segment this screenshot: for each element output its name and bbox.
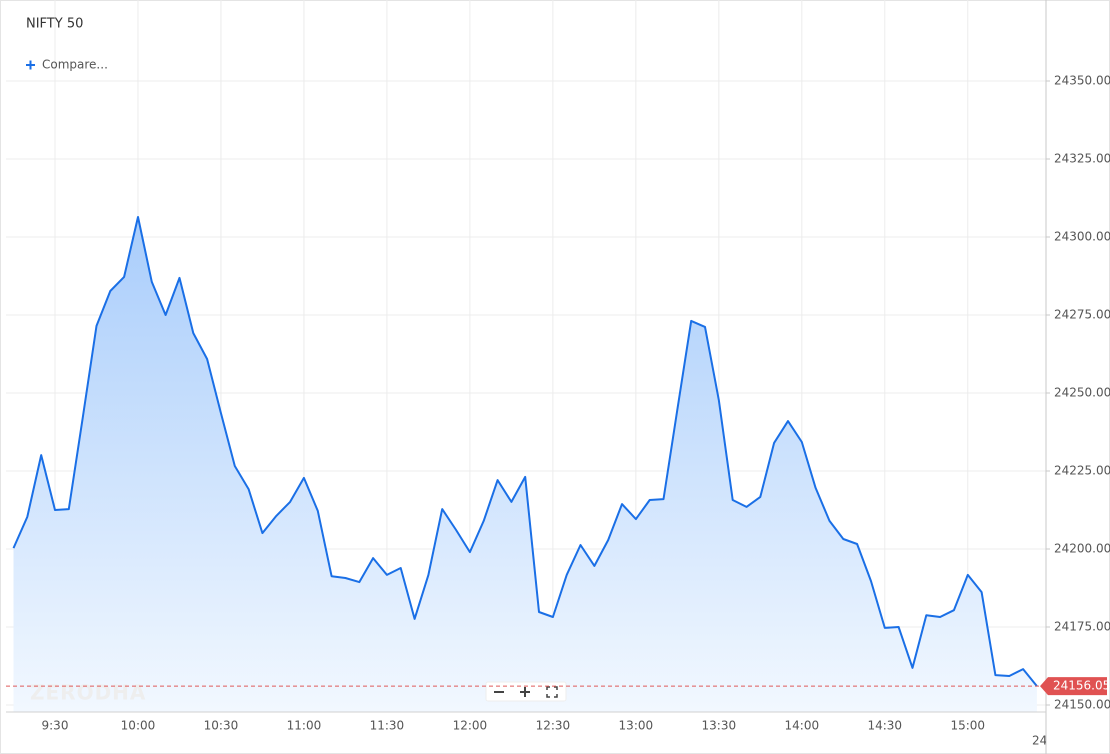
x-tick-label: 11:30 [370, 719, 405, 733]
y-tick-label: 24175.00 [1054, 620, 1110, 634]
plus-icon [26, 60, 35, 70]
price-line [12, 216, 1038, 687]
y-tick-label: 24350.00 [1054, 73, 1110, 87]
x-tick-label: 15:00 [950, 719, 985, 733]
y-tick-label: 24225.00 [1054, 464, 1110, 478]
x-tick-label: 13:00 [619, 719, 654, 733]
watermark: ZERODHA [30, 681, 146, 705]
area [13, 217, 1037, 712]
compare-button[interactable]: Compare... [26, 58, 108, 72]
y-tick-label: 24250.00 [1054, 386, 1110, 400]
y-tick-label: 24275.00 [1054, 308, 1110, 322]
compare-label[interactable]: Compare... [42, 58, 108, 72]
x-tick-label: 14:30 [867, 719, 902, 733]
x-tick-label: 14:00 [785, 719, 820, 733]
x-tick-label: 10:00 [121, 719, 156, 733]
x-tick-label: 12:30 [536, 719, 571, 733]
last-price-label: 24156.05 [1053, 679, 1110, 693]
x-tick-label: 12:00 [453, 719, 488, 733]
date-marker: 24/ [1032, 734, 1052, 748]
y-tick-label: 24325.00 [1054, 151, 1110, 165]
zoom-in[interactable] [520, 687, 530, 697]
y-tick-label: 24150.00 [1054, 698, 1110, 712]
x-tick-label: 9:30 [42, 719, 69, 733]
last-price-tag [1040, 677, 1107, 696]
zoom-controls [485, 681, 567, 702]
chart-title: NIFTY 50 [26, 17, 83, 32]
fullscreen[interactable] [546, 686, 558, 698]
y-tick-label: 24200.00 [1054, 542, 1110, 556]
x-tick-label: 11:00 [287, 719, 322, 733]
plot [12, 216, 1038, 712]
y-tick-label: 24300.00 [1054, 230, 1110, 244]
x-tick-label: 10:30 [204, 719, 239, 733]
y-axis: 24150.00 24175.00 24200.00 24225.00 24250.00… [1046, 73, 1110, 712]
x-tick-label: 13:30 [702, 719, 737, 733]
